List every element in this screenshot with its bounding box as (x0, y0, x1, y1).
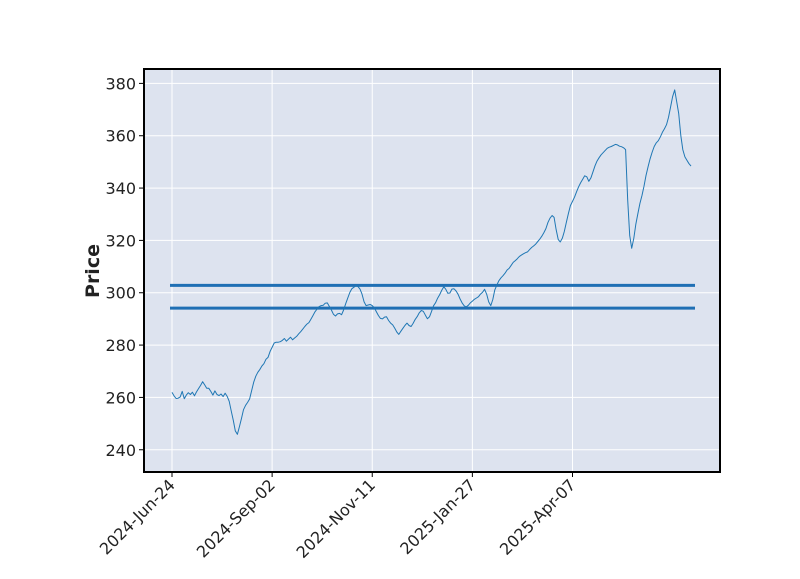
y-tick-label: 240 (105, 441, 136, 460)
y-axis-ticks: 240 260 280 300 320 340 360 380 (105, 74, 144, 460)
plot-background (144, 69, 720, 472)
y-tick-label: 340 (105, 179, 136, 198)
x-tick-label: 2025-Jan-27 (396, 475, 479, 558)
price-series-line (171, 89, 692, 435)
plot-frame (143, 68, 721, 473)
x-axis-ticks: 2024-Jun-24 2024-Sep-02 2024-Nov-11 2025-Ja… (96, 472, 579, 562)
y-tick-label: 280 (105, 336, 136, 355)
y-gridlines (144, 82, 720, 451)
y-tick-label: 360 (105, 127, 136, 146)
x-tick-label: 2024-Nov-11 (293, 475, 380, 562)
y-tick-label: 380 (105, 74, 136, 93)
x-tick-label: 2024-Jun-24 (96, 475, 179, 558)
y-tick-label: 260 (105, 388, 136, 407)
y-tick-label: 300 (105, 284, 136, 303)
x-tick-label: 2024-Sep-02 (193, 475, 279, 561)
x-tick-label: 2025-Apr-07 (496, 475, 579, 558)
y-tick-label: 320 (105, 231, 136, 250)
y-axis-label: Price (82, 244, 104, 298)
